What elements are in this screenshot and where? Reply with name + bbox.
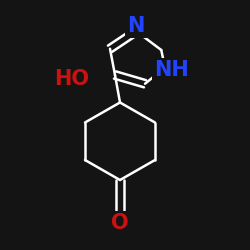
Text: N: N <box>128 16 145 36</box>
Text: NH: NH <box>154 60 189 80</box>
Text: HO: HO <box>54 69 89 89</box>
Text: O: O <box>111 213 129 233</box>
